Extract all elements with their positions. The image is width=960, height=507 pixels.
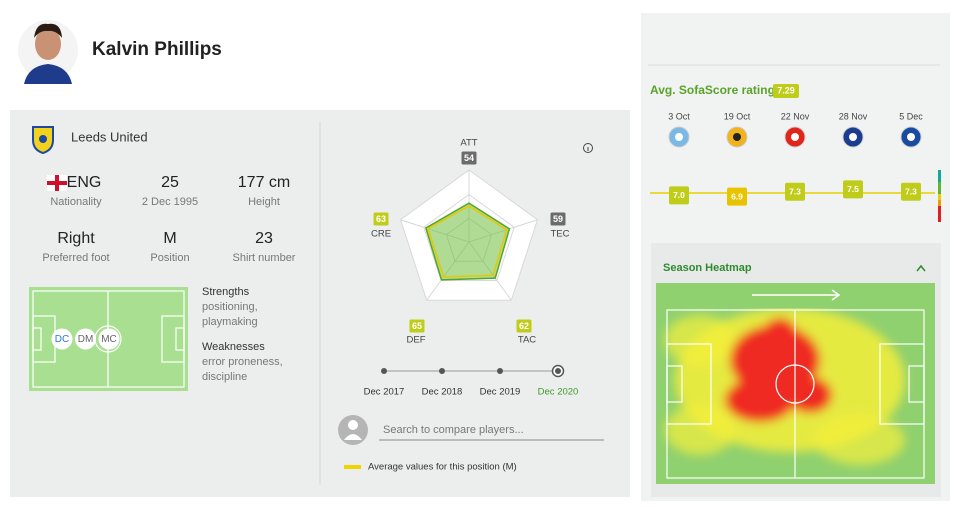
- flag: [47, 175, 67, 191]
- search-placeholder[interactable]: Search to compare players...: [383, 424, 524, 436]
- timeline-dot[interactable]: [381, 368, 387, 374]
- legend-swatch: [344, 465, 361, 469]
- position-marker: [51, 328, 73, 350]
- position-marker: [75, 328, 96, 350]
- rating-label: 7.5: [847, 184, 859, 194]
- position-marker: [98, 328, 120, 350]
- detail-label: Nationality: [50, 196, 102, 208]
- info-icon[interactable]: [583, 143, 593, 153]
- detail-label: Height: [248, 196, 280, 208]
- average-rating: 7.29: [777, 85, 795, 95]
- rating-marker[interactable]: [843, 180, 863, 199]
- rating-marker[interactable]: [669, 186, 689, 205]
- heatmap-title: Season Heatmap: [663, 262, 752, 274]
- average-area: [427, 205, 508, 278]
- team-crest-inner: [675, 133, 683, 141]
- attribute-label: TAC: [518, 335, 536, 346]
- rating-badge: [773, 84, 799, 98]
- strength-item: playmaking: [202, 316, 258, 328]
- detail-label: Position: [150, 252, 189, 264]
- attribute-value: 63: [376, 214, 386, 224]
- collapse-icon[interactable]: [916, 264, 926, 272]
- match-date: 28 Nov: [839, 111, 868, 121]
- team-crest: [32, 126, 54, 155]
- detail-label: 2 Dec 1995: [142, 196, 198, 208]
- player-area: [424, 202, 511, 281]
- detail-value: 177 cm: [238, 174, 290, 191]
- detail-value: 23: [255, 230, 273, 247]
- detail-value: ENG: [67, 174, 102, 191]
- rating-label: 6.9: [731, 191, 743, 201]
- timeline-label[interactable]: Dec 2018: [422, 387, 463, 398]
- position-label: DC: [55, 334, 69, 345]
- team-crest-inner: [849, 133, 857, 141]
- attribute-label: ATT: [460, 138, 477, 149]
- attribute-label: DEF: [407, 335, 426, 346]
- legend-label: Average values for this position (M): [368, 462, 517, 473]
- match-date: 5 Dec: [899, 111, 923, 121]
- strength-item: positioning,: [202, 301, 258, 313]
- timeline-label[interactable]: Dec 2017: [364, 387, 405, 398]
- player-name: Kalvin Phillips: [92, 39, 222, 60]
- rating-label: 7.3: [905, 187, 917, 197]
- weakness-item: error proneness,: [202, 356, 283, 368]
- attribute-badge: [461, 151, 477, 165]
- team-crest-inner: [791, 133, 799, 141]
- timeline-label[interactable]: Dec 2019: [480, 387, 521, 398]
- rating-title: Avg. SofaScore rating: [650, 83, 775, 97]
- rating-scale: [938, 170, 941, 222]
- strengths-title: Strengths: [202, 286, 250, 298]
- detail-value: M: [163, 230, 176, 247]
- team-name: Leeds United: [71, 129, 148, 144]
- direction-arrow: [752, 289, 841, 301]
- attribute-value: 65: [412, 321, 422, 331]
- detail-label: Shirt number: [233, 252, 296, 264]
- detail-value: Right: [57, 230, 95, 247]
- rating-marker[interactable]: [785, 182, 805, 201]
- detail-label: Preferred foot: [42, 252, 109, 264]
- heat: [665, 308, 905, 465]
- attribute-badge: [550, 212, 566, 226]
- timeline-dot[interactable]: [439, 368, 445, 374]
- timeline-dot[interactable]: [555, 368, 561, 374]
- attribute-badge: [516, 319, 532, 333]
- rating-marker[interactable]: [727, 187, 747, 206]
- rating-label: 7.3: [789, 187, 801, 197]
- radar-grid: [423, 193, 515, 281]
- attribute-badge: [409, 319, 425, 333]
- pitch-lines: [666, 309, 925, 479]
- team-crest-inner: [733, 133, 741, 141]
- attribute-label: CRE: [371, 229, 391, 240]
- team-crest-inner: [907, 133, 915, 141]
- weakness-item: discipline: [202, 371, 247, 383]
- detail-value: 25: [161, 174, 179, 191]
- avatar: [18, 20, 78, 84]
- attribute-value: 59: [553, 214, 563, 224]
- attribute-value: 54: [464, 153, 474, 163]
- attribute-value: 62: [519, 321, 529, 331]
- search-box[interactable]: [338, 415, 604, 445]
- position-label: DM: [78, 334, 94, 345]
- position-label: MC: [101, 334, 117, 345]
- rating-marker[interactable]: [901, 182, 921, 201]
- timeline-dot[interactable]: [497, 368, 503, 374]
- match-date: 22 Nov: [781, 111, 810, 121]
- match-date: 3 Oct: [668, 111, 690, 121]
- rating-label: 7.0: [673, 190, 685, 200]
- weaknesses-title: Weaknesses: [202, 341, 265, 353]
- timeline-label[interactable]: Dec 2020: [538, 387, 579, 398]
- match-date: 19 Oct: [724, 111, 751, 121]
- attribute-badge: [373, 212, 389, 226]
- attribute-label: TEC: [551, 229, 570, 240]
